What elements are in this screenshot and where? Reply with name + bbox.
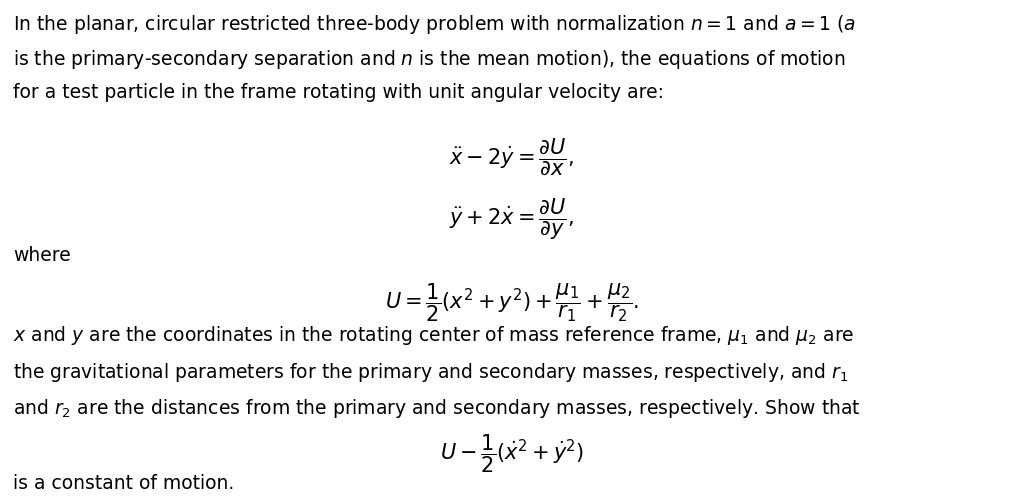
Text: $U - \dfrac{1}{2}(\dot{x}^2 + \dot{y}^2)$: $U - \dfrac{1}{2}(\dot{x}^2 + \dot{y}^2)… (440, 433, 584, 475)
Text: $U = \dfrac{1}{2}(x^2 + y^2) + \dfrac{\mu_1}{r_1} + \dfrac{\mu_2}{r_2}.$: $U = \dfrac{1}{2}(x^2 + y^2) + \dfrac{\m… (385, 282, 639, 324)
Text: and $r_2$ are the distances from the primary and secondary masses, respectively.: and $r_2$ are the distances from the pri… (13, 397, 861, 420)
Text: $\ddot{y} + 2\dot{x} = \dfrac{\partial U}{\partial y},$: $\ddot{y} + 2\dot{x} = \dfrac{\partial U… (450, 196, 574, 241)
Text: for a test particle in the frame rotating with unit angular velocity are:: for a test particle in the frame rotatin… (13, 83, 665, 102)
Text: $\ddot{x} - 2\dot{y} = \dfrac{\partial U}{\partial x},$: $\ddot{x} - 2\dot{y} = \dfrac{\partial U… (450, 136, 574, 177)
Text: $x$ and $y$ are the coordinates in the rotating center of mass reference frame, : $x$ and $y$ are the coordinates in the r… (13, 324, 855, 348)
Text: is the primary-secondary separation and $n$ is the mean motion), the equations o: is the primary-secondary separation and … (13, 48, 846, 71)
Text: where: where (13, 246, 71, 266)
Text: In the planar, circular restricted three-body problem with normalization $n = 1$: In the planar, circular restricted three… (13, 13, 856, 36)
Text: the gravitational parameters for the primary and secondary masses, respectively,: the gravitational parameters for the pri… (13, 361, 849, 384)
Text: is a constant of motion.: is a constant of motion. (13, 474, 234, 493)
